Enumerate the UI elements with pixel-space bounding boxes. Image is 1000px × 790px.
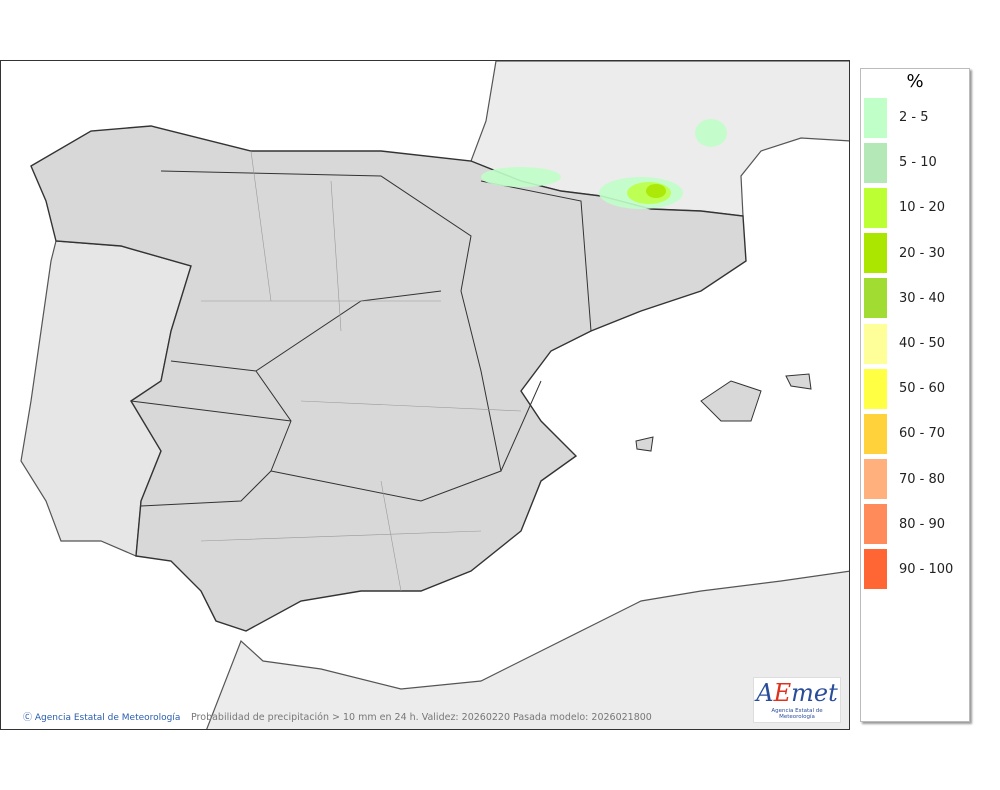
legend-label: 70 - 80 [899,471,946,487]
legend-swatch [864,504,887,545]
map-canvas [1,61,849,729]
legend-label: 80 - 90 [899,516,946,532]
legend-swatch [864,187,887,228]
spain-land [30,125,747,632]
legend-swatch [864,278,887,319]
precipitation-areas [481,119,727,209]
legend-item: 50 - 60 [861,366,969,411]
legend-label: 60 - 70 [899,426,946,442]
legend-label: 90 - 100 [899,561,954,577]
agency-credit[interactable]: Ⓒ Agencia Estatal de Meteorología [23,710,180,723]
legend-swatch [864,233,887,274]
legend-label: 30 - 40 [899,290,946,306]
africa-land [206,570,849,729]
legend-swatch [864,459,887,500]
logo-subtitle: Agencia Estatal de Meteorología [771,708,823,720]
legend-title: % [906,71,924,92]
legend-label: 50 - 60 [899,381,946,397]
legend-label: 20 - 30 [899,245,946,261]
legend-label: 5 - 10 [899,155,937,171]
region-borders [130,170,592,507]
credit-text: Agencia Estatal de Meteorología [34,713,181,723]
legend-item: 40 - 50 [861,321,969,366]
legend-item: 90 - 100 [861,547,969,592]
precipitation-map[interactable]: Ⓒ Agencia Estatal de Meteorología Probab… [0,60,850,730]
legend-swatch [864,368,887,409]
copyright-icon: Ⓒ [23,713,33,723]
legend: % 2 - 5 5 - 10 10 - 20 20 - 30 30 - 40 40 - 5… [860,68,970,722]
legend-swatch [864,413,887,454]
province-borders [200,150,522,592]
legend-item: 10 - 20 [861,185,969,230]
legend-swatch [864,97,887,138]
legend-item: 5 - 10 [861,140,969,185]
legend-label: 10 - 20 [899,200,946,216]
legend-item: 60 - 70 [861,411,969,456]
legend-item: 30 - 40 [861,276,969,321]
aemet-logo: AEmet Agencia Estatal de Meteorología [753,677,841,723]
map-caption: Probabilidad de precipitación > 10 mm en… [191,712,652,723]
legend-swatch [864,323,887,364]
legend-swatch [864,142,887,183]
legend-label: 40 - 50 [899,336,946,352]
legend-swatch [864,549,887,590]
legend-item: 70 - 80 [861,457,969,502]
balearic-islands [635,373,812,452]
legend-item: 80 - 90 [861,502,969,547]
legend-item: 2 - 5 [861,95,969,140]
legend-label: 2 - 5 [899,110,929,126]
legend-item: 20 - 30 [861,231,969,276]
